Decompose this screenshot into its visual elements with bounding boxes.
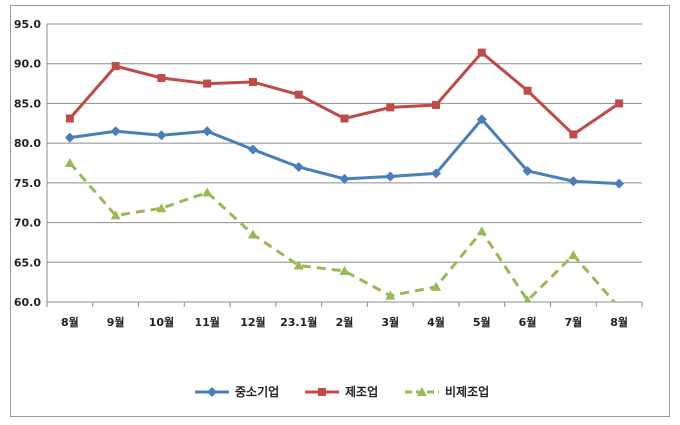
y-tick-label: 90.0 (14, 58, 41, 71)
data-point (523, 86, 532, 95)
data-point (65, 114, 74, 123)
legend-item: 비제조업 (405, 384, 489, 399)
data-point (614, 178, 625, 189)
data-point (110, 210, 121, 220)
data-point (432, 101, 441, 110)
series-2 (65, 48, 624, 139)
legend-marker (318, 388, 326, 396)
y-tick-label: 80.0 (14, 137, 41, 150)
grid-lines (47, 23, 642, 303)
data-point (293, 161, 304, 172)
legend-label: 비제조업 (445, 384, 489, 399)
data-point (339, 173, 350, 184)
data-point (476, 226, 487, 236)
chart-frame (10, 5, 670, 417)
x-tick-label: 8월 (61, 315, 79, 329)
legend-label: 중소기업 (235, 384, 279, 399)
x-tick-label: 9월 (107, 315, 125, 329)
data-point (385, 290, 396, 300)
x-tick-label: 2월 (336, 315, 354, 329)
data-point (568, 176, 579, 187)
x-axis: 8월 9월 10월 11월 12월 23.1월 2월 3월 4월 5월 6월 7월 8월 (46, 301, 643, 329)
data-point (431, 168, 442, 179)
data-point (247, 144, 258, 155)
x-tick-label: 3월 (381, 315, 399, 329)
legend-item: 제조업 (305, 385, 378, 399)
series-3 (64, 158, 624, 312)
y-axis: 60.0 65.0 70.0 75.0 80.0 85.0 90.0 95.0 (14, 18, 48, 309)
data-point (523, 295, 532, 302)
data-point (339, 266, 350, 276)
y-tick-label: 60.0 (14, 296, 41, 309)
data-point (64, 158, 75, 167)
x-tick-label: 12월 (240, 315, 265, 329)
data-point (111, 62, 120, 71)
data-point (522, 165, 533, 176)
data-point (293, 260, 304, 270)
series-line (68, 162, 617, 302)
x-tick-label: 6월 (519, 315, 537, 329)
data-point (203, 79, 212, 88)
y-tick-label: 70.0 (14, 217, 41, 230)
x-tick-label: 11월 (194, 315, 219, 329)
data-point (202, 126, 213, 137)
data-point (64, 132, 75, 143)
x-tick-label: 8월 (610, 315, 628, 329)
data-point (385, 171, 396, 182)
y-tick-label: 95.0 (14, 18, 41, 31)
legend-marker (207, 387, 217, 397)
data-point (157, 74, 166, 83)
legend-item: 중소기업 (195, 384, 279, 399)
data-point (294, 90, 303, 99)
data-point (340, 114, 349, 123)
x-tick-label: 10월 (149, 315, 174, 329)
x-tick-label: 4월 (427, 315, 445, 329)
data-point (431, 281, 442, 291)
x-tick-label: 23.1월 (280, 315, 317, 329)
data-point (386, 103, 395, 112)
series-layer (64, 48, 625, 312)
data-point (476, 114, 487, 125)
y-tick-label: 75.0 (14, 177, 41, 190)
x-tick-label: 5월 (473, 315, 491, 329)
y-tick-label: 65.0 (14, 256, 41, 269)
x-tick-label: 7월 (564, 315, 582, 329)
y-tick-label: 85.0 (14, 97, 41, 110)
data-point (614, 303, 624, 312)
data-point (569, 130, 578, 139)
series-1 (64, 114, 625, 189)
data-point (615, 99, 624, 108)
data-point (568, 250, 579, 260)
legend-label: 제조업 (345, 385, 378, 399)
data-point (156, 203, 167, 213)
data-point (202, 187, 213, 197)
data-point (247, 229, 258, 239)
data-point (477, 48, 486, 57)
data-point (156, 130, 167, 141)
data-point (110, 126, 121, 137)
legend-marker (417, 387, 427, 396)
data-point (248, 77, 257, 86)
legend: 중소기업 제조업 비제조업 (195, 384, 489, 399)
